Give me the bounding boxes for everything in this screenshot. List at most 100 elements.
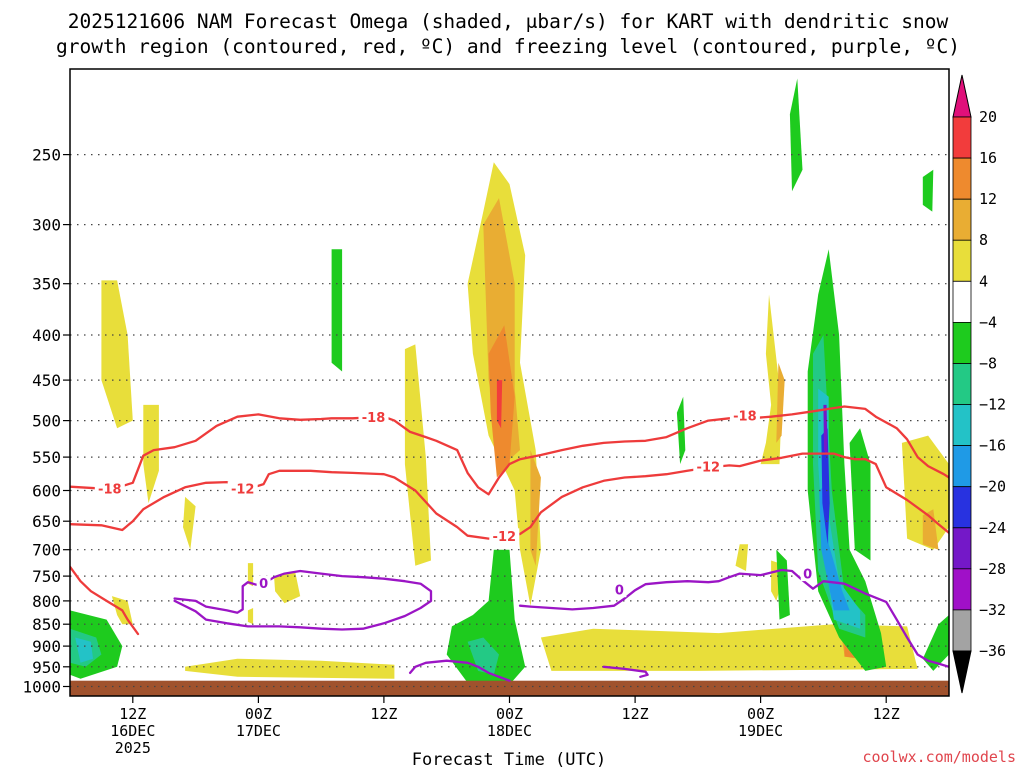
omega-region-11 [735,544,749,571]
omega-region-22 [496,380,503,429]
y-tick-label-700: 700 [32,541,61,560]
red-contour-0 [70,405,949,496]
contours [70,405,949,682]
colorbar-label-11: −28 [979,560,1006,578]
x-tick-time-0: 12Z [119,705,146,723]
y-tick-label-550: 550 [32,448,61,467]
y-tick-label-450: 450 [32,371,61,390]
omega-region-14 [901,435,949,550]
colorbar-label-13: −36 [979,642,1006,660]
contour-label-bg-5 [693,458,724,474]
chart-title-line1: 2025121606 NAM Forecast Omega (shaded, μ… [68,10,949,33]
y-tick-label-800: 800 [32,592,61,611]
contour-label-bg-1 [358,409,389,425]
omega-region-10 [540,624,918,671]
omega-region-36 [75,637,93,663]
colorbar-bin-5 [952,321,972,364]
omega-region-40 [823,404,828,458]
credit-text: coolwx.com/models [862,748,1016,766]
y-tick-label-500: 500 [32,412,61,431]
omega-region-28 [446,549,526,685]
omega-region-32 [922,615,949,671]
x-tick-time-2: 12Z [370,705,397,723]
y-tick-label-400: 400 [32,326,61,345]
purple-contour-0 [173,569,433,631]
contour-label-bg-6 [256,575,271,591]
omega-region-18 [776,362,785,443]
omega-region-3 [183,496,196,550]
omega-region-7 [185,658,395,679]
colorbar-label-0: 20 [979,108,997,126]
x-tick-time-4: 12Z [622,705,649,723]
colorbar-label-12: −32 [979,601,1006,619]
omega-region-1 [143,404,159,504]
x-tick-time-6: 12Z [873,705,900,723]
colorbar-label-4: 4 [979,272,988,290]
omega-region-31 [849,428,871,561]
contour-labels: -18 -18 -18 -12 -12 -12 0 0 0 [94,407,815,599]
omega-region-19 [922,509,939,550]
contour-label-bg-3 [227,481,258,497]
purple-contour-2 [518,568,949,668]
colorbar-bin-8 [952,445,972,488]
x-axis-label: Forecast Time (UTC) [412,750,606,768]
colorbar-bin-4 [952,280,972,323]
y-tick-label-600: 600 [32,482,61,501]
omega-region-8 [404,344,431,566]
colorbar-bin-10 [952,527,972,570]
y-tick-label-250: 250 [32,146,61,165]
colorbar-bin-6 [952,363,972,405]
omega-region-23 [331,249,343,372]
omega-region-39 [821,428,830,545]
chart-title-line2: growth region (contoured, red, ºC) and f… [56,35,960,58]
colorbar-bin-3 [952,239,972,282]
ground-surface [70,680,949,696]
colorbar-bin-0 [952,116,972,159]
colorbar-bin-11 [952,568,972,611]
omega-region-4 [247,563,254,587]
x-tick-date-1: 17DEC [236,722,281,740]
x-tick-date-5: 19DEC [738,722,783,740]
omega-region-34 [467,637,499,675]
y-axis-ticks: 250 300 350 400 450 500 550 600 650 700 750 800 850 9… [22,146,70,697]
colorbar-label-6: −8 [979,355,997,373]
y-tick-label-950: 950 [32,658,61,677]
omega-region-26 [922,169,934,212]
omega-shading [70,78,949,685]
contour-label-bg-0 [94,481,125,497]
colorbar-label-8: −16 [979,437,1006,455]
x-tick-date-3: 18DEC [487,722,532,740]
omega-region-29 [776,549,790,620]
contour-label-bg-8 [800,566,815,582]
omega-region-24 [789,78,803,192]
contour-label-1: -18 [362,411,386,426]
omega-region-12 [760,294,782,465]
y-tick-label-850: 850 [32,615,61,634]
y-tick-label-750: 750 [32,567,61,586]
colorbar-bin-9 [952,486,972,529]
x-tick-year-0: 2025 [115,739,151,757]
contour-label-7: 0 [615,584,624,599]
y-tick-label-350: 350 [32,275,61,294]
colorbar-bin-7 [952,404,972,446]
omega-region-5 [247,608,254,625]
contour-label-4: -12 [493,530,517,545]
colorbar-label-7: −12 [979,396,1006,414]
colorbar-label-10: −24 [979,519,1006,537]
contour-label-3: -12 [231,483,255,498]
colorbar: 20 16 12 8 4 −4 −8 −12 −16 −20 −24 −28 −32 −36 [952,74,1006,694]
y-tick-label-1000: 1000 [22,678,61,697]
x-tick-date-0: 16DEC [110,722,155,740]
contour-label-bg-2 [729,407,760,423]
colorbar-bin-12 [952,609,972,652]
y-tick-label-900: 900 [32,637,61,656]
colorbar-top-triangle [952,74,972,118]
contour-label-6: 0 [259,577,268,592]
colorbar-label-1: 16 [979,149,997,167]
x-tick-time-5: 00Z [747,705,774,723]
purple-contour-3 [602,665,649,678]
y-tick-label-650: 650 [32,512,61,531]
contour-label-bg-4 [489,528,520,544]
contour-label-5: -12 [697,460,721,475]
